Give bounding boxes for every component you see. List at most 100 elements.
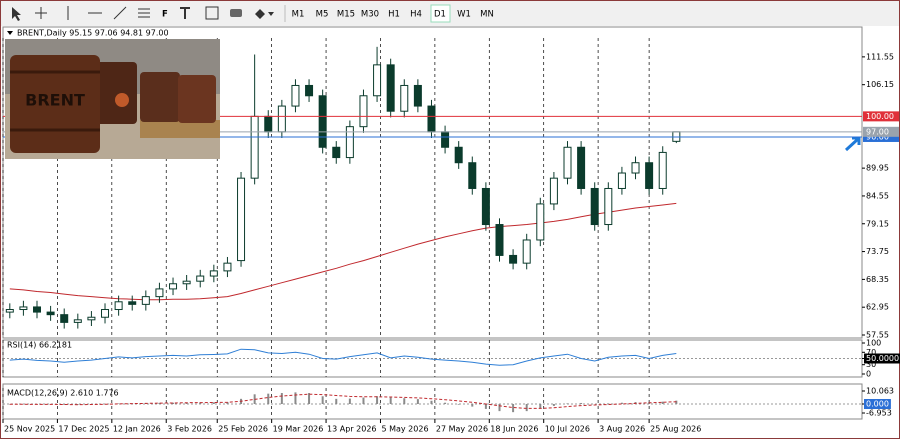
y-tick-label: 89.95 — [866, 164, 889, 173]
candle-body — [631, 162, 640, 174]
candle-body — [509, 254, 518, 264]
candle-body — [318, 95, 327, 148]
channel-tool[interactable] — [138, 8, 150, 18]
timeframe-button[interactable]: D1 — [434, 10, 446, 20]
label-box — [864, 353, 900, 364]
image-text: BRENT — [25, 91, 85, 110]
text-tool[interactable] — [180, 7, 190, 19]
barrel — [178, 75, 216, 123]
y-tick-label: 73.75 — [866, 247, 889, 256]
y-tick-label: 0 — [866, 370, 871, 379]
timeframe-button[interactable]: MN — [480, 10, 494, 20]
arrows-tool[interactable] — [255, 9, 274, 19]
candle-body — [33, 306, 42, 313]
y-tick-label: 62.95 — [866, 303, 889, 312]
candle-body — [60, 314, 69, 323]
moving-average — [9, 202, 677, 301]
fib-tool[interactable]: F — [162, 10, 168, 20]
candle-body — [87, 316, 96, 321]
candle-body — [291, 84, 300, 107]
x-tick-label: 25 Nov 2025 — [4, 425, 55, 434]
timeframe-button[interactable]: M15 — [337, 10, 355, 20]
candle-body — [141, 296, 150, 305]
candle-body — [373, 64, 382, 97]
label-box — [864, 399, 891, 410]
timeframe-button[interactable]: M1 — [292, 10, 305, 20]
arrow-annotation — [844, 136, 861, 152]
candle-body — [332, 146, 341, 159]
y-tick-label: 68.35 — [866, 275, 889, 284]
price-label-box — [863, 131, 899, 142]
candle-body — [481, 187, 490, 226]
x-tick-label: 10 Jul 2026 — [545, 425, 590, 434]
candle-body — [277, 105, 286, 133]
x-tick-label: 12 Jan 2026 — [113, 425, 161, 434]
label-tool[interactable] — [205, 6, 219, 20]
timeframe-button[interactable]: H4 — [410, 10, 422, 20]
y-tick-label: 57.55 — [866, 331, 889, 340]
candle-body — [454, 146, 463, 164]
candle-body — [264, 115, 273, 133]
candle-body — [182, 280, 191, 285]
chart-title: BRENT,Daily 95.15 97.06 94.81 97.00 — [17, 29, 169, 38]
candle-body — [522, 239, 531, 264]
cursor-tool[interactable] — [12, 7, 21, 21]
y-tick-label: 10.063 — [866, 387, 894, 396]
candle-body — [237, 177, 246, 262]
candle-body — [590, 187, 599, 226]
x-tick-label: 27 May 2026 — [436, 425, 488, 434]
candle-body — [128, 301, 137, 305]
x-tick-label: 19 Mar 2026 — [273, 425, 324, 434]
timeframe-button[interactable]: W1 — [457, 10, 471, 20]
candle-body — [658, 151, 667, 189]
candle-body — [19, 306, 28, 311]
candle-body — [645, 162, 654, 189]
active-timeframe — [430, 4, 451, 23]
candle-body — [305, 84, 314, 97]
candle-body — [169, 283, 178, 290]
pallet — [140, 120, 220, 138]
candle-body — [155, 288, 164, 298]
shape-tool[interactable] — [230, 9, 242, 17]
x-tick-label: 17 Dec 2025 — [58, 425, 109, 434]
candle-body — [495, 224, 504, 256]
candle-body — [359, 95, 368, 128]
candle-body — [549, 177, 558, 205]
candle-body — [536, 203, 545, 241]
candle-body — [345, 126, 354, 159]
price-label: 100.00 — [866, 112, 894, 121]
candle-body — [250, 115, 259, 179]
candle-body — [73, 319, 82, 323]
candle-body — [223, 262, 232, 272]
barrel — [140, 72, 180, 122]
candle-body — [386, 64, 395, 112]
crosshair-tool[interactable] — [35, 7, 47, 19]
timeframe-button[interactable]: H1 — [388, 10, 400, 20]
macd-title: MACD(12,26,9) 2.610 1.776 — [7, 389, 119, 398]
x-tick-label: 5 May 2026 — [381, 425, 428, 434]
toolbar: F M1 M5 M15 M30 H1 H4 D1 W1 MN — [1, 1, 899, 26]
trendline-tool[interactable] — [113, 6, 127, 20]
timeframe-button[interactable]: M30 — [361, 10, 379, 20]
candle-body — [196, 275, 205, 282]
brent-image: BRENT — [5, 39, 220, 159]
y-tick-label: 100 — [866, 339, 881, 348]
candle-body — [400, 84, 409, 112]
barrel — [95, 62, 137, 124]
candle-body — [413, 84, 422, 107]
candle-body — [101, 309, 110, 318]
candle-body — [441, 131, 450, 148]
macd-pane — [2, 383, 863, 420]
y-tick-label: 50.0000 — [866, 354, 899, 363]
y-tick-label: 30 — [866, 360, 876, 369]
x-tick-label: 18 Jun 2026 — [490, 425, 538, 434]
candle-body — [468, 162, 477, 189]
y-tick-label: 0.000 — [866, 400, 889, 409]
candle-body — [604, 187, 613, 226]
x-tick-label: 25 Feb 2026 — [218, 425, 268, 434]
timeframe-button[interactable]: M5 — [316, 10, 329, 20]
current-price-label: 97.00 — [866, 127, 889, 136]
y-tick-label: 106.15 — [866, 80, 894, 89]
current-price-box — [863, 126, 899, 137]
